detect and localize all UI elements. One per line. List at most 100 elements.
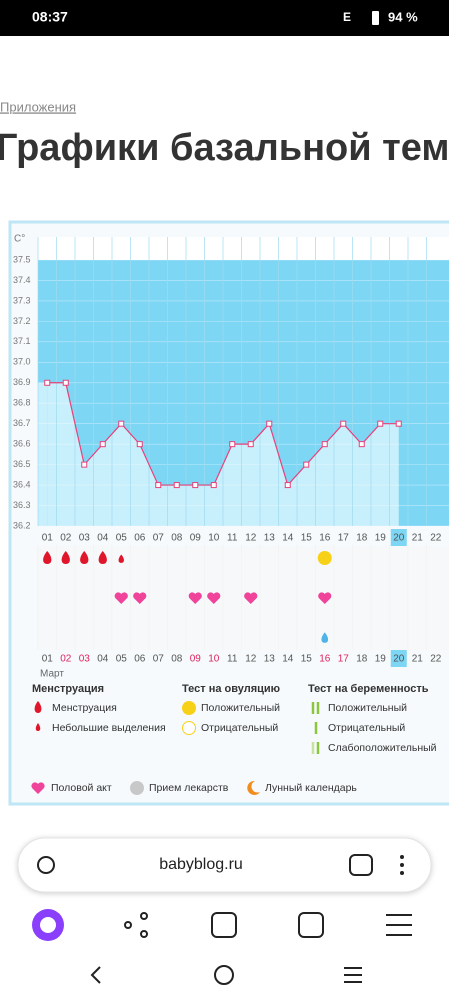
day-label: 03	[79, 654, 91, 665]
day-label: 08	[171, 654, 183, 665]
point	[136, 441, 143, 448]
point	[81, 461, 88, 468]
heart-icon	[207, 592, 221, 604]
day-label: 07	[153, 533, 165, 544]
point	[266, 420, 273, 427]
y-tick-label: 36.7	[13, 418, 31, 428]
page-title: Графики базальной темпе	[0, 127, 449, 169]
day-label: 12	[245, 533, 257, 544]
share-icon[interactable]	[140, 912, 148, 920]
point	[173, 482, 180, 489]
day-label: 11	[227, 533, 238, 544]
legend-icon	[35, 723, 41, 731]
day-label: 11	[227, 654, 238, 665]
plot-top	[38, 237, 449, 260]
day-label: 06	[134, 654, 146, 665]
legend-item: Прием лекарств	[149, 782, 229, 794]
quote-icon[interactable]	[349, 854, 373, 876]
day-label: 04	[97, 533, 109, 544]
y-axis-label: C°	[14, 234, 25, 245]
battery: 94 %	[388, 9, 418, 24]
legend-title: Тест на беременность	[308, 683, 429, 695]
menu-icon[interactable]	[386, 914, 412, 936]
legend-title: Тест на овуляцию	[182, 683, 280, 695]
menstruation-icon	[43, 551, 52, 564]
day-label: 21	[412, 654, 424, 665]
new-tab-icon[interactable]	[211, 912, 237, 938]
day-label: 02	[60, 654, 72, 665]
today-box	[390, 529, 407, 546]
day-label: 16	[319, 654, 331, 665]
point	[62, 379, 69, 386]
y-tick-label: 37.1	[13, 336, 31, 346]
legend-item: Отрицательный	[201, 722, 278, 734]
breadcrumb[interactable]: Приложения	[0, 99, 76, 114]
point	[118, 420, 125, 427]
y-tick-label: 37.2	[13, 316, 31, 326]
day-label: 01	[42, 654, 54, 665]
point	[377, 420, 384, 427]
heart-icon	[133, 592, 147, 604]
day-label: 20	[393, 654, 405, 665]
point	[395, 420, 402, 427]
y-tick-label: 36.6	[13, 439, 31, 449]
legend-item: Лунный календарь	[265, 782, 357, 794]
back-button[interactable]	[90, 966, 101, 984]
point	[284, 482, 291, 489]
water-icon	[321, 632, 329, 643]
menu-dot[interactable]	[400, 863, 404, 867]
url[interactable]: babyblog.ru	[159, 856, 243, 873]
y-tick-label: 36.9	[13, 377, 31, 387]
menstruation-icon	[61, 551, 70, 564]
legend-icon	[247, 780, 260, 795]
heart-icon	[244, 592, 258, 604]
legend-icon	[130, 781, 144, 795]
reload-icon[interactable]	[37, 856, 55, 874]
y-tick-label: 36.3	[13, 500, 31, 510]
day-label: 17	[338, 533, 350, 544]
menstruation-icon	[80, 551, 89, 564]
point	[358, 441, 365, 448]
month: Март	[40, 669, 64, 680]
legend-icon	[182, 701, 196, 715]
day-label: 14	[282, 654, 294, 665]
day-label: 10	[208, 533, 220, 544]
day-label: 02	[60, 533, 72, 544]
day-label: 09	[190, 654, 202, 665]
point	[247, 441, 254, 448]
share-icon[interactable]	[124, 921, 132, 929]
legend-title: Менструация	[32, 683, 104, 695]
legend-item: Положительный	[201, 702, 280, 714]
menu-dot[interactable]	[400, 871, 404, 875]
battery-icon	[372, 11, 379, 25]
point	[229, 441, 236, 448]
day-label: 21	[412, 533, 424, 544]
home-button[interactable]	[214, 965, 234, 985]
network: E	[343, 10, 351, 24]
recents-button[interactable]	[344, 967, 362, 983]
point	[210, 482, 217, 489]
day-label: 10	[208, 654, 220, 665]
day-label: 04	[97, 654, 109, 665]
day-label: 05	[116, 654, 128, 665]
day-label: 07	[153, 654, 165, 665]
day-label: 09	[190, 533, 202, 544]
menu-dot[interactable]	[400, 855, 404, 859]
day-label: 15	[301, 533, 313, 544]
address-bar[interactable]	[17, 837, 432, 893]
day-label: 17	[338, 654, 350, 665]
share-icon[interactable]	[140, 930, 148, 938]
day-label: 15	[301, 654, 313, 665]
point	[192, 482, 199, 489]
tabs-icon[interactable]	[298, 912, 324, 938]
heart-icon	[188, 592, 202, 604]
event-area	[38, 546, 449, 650]
legend-item: Отрицательный	[328, 722, 405, 734]
point	[99, 441, 106, 448]
day-label: 19	[375, 654, 387, 665]
legend-item: Половой акт	[51, 782, 112, 794]
line	[47, 382, 399, 487]
alice-icon-inner	[40, 917, 56, 933]
day-label: 05	[116, 533, 128, 544]
